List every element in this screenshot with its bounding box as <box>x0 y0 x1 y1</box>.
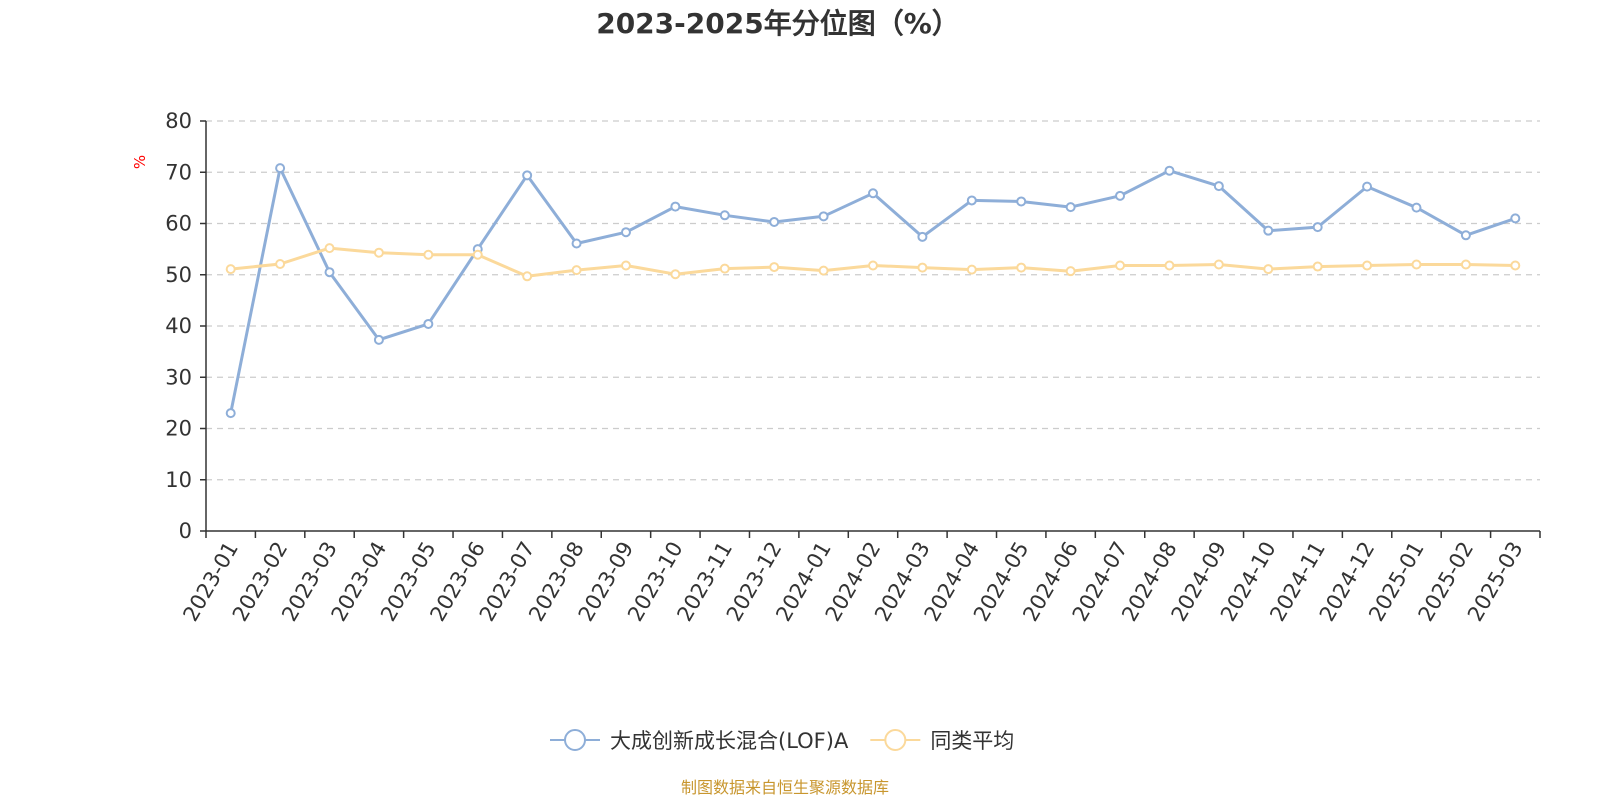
data-point[interactable] <box>225 408 236 419</box>
data-point[interactable] <box>868 260 878 271</box>
source-note: 制图数据来自恒生聚源数据库 <box>681 778 889 797</box>
data-point[interactable] <box>472 249 483 260</box>
y-tick-label: 50 <box>165 263 192 287</box>
series-0 <box>225 163 1521 419</box>
y-axis-unit: % <box>131 155 149 169</box>
data-point[interactable] <box>1213 181 1224 192</box>
data-point[interactable] <box>670 201 681 212</box>
data-point[interactable] <box>373 334 384 345</box>
legend-label: 同类平均 <box>930 729 1014 753</box>
data-point[interactable] <box>1362 260 1373 271</box>
data-point[interactable] <box>1312 222 1323 233</box>
data-point[interactable] <box>966 195 977 206</box>
y-tick-label: 80 <box>165 109 192 133</box>
grid-lines <box>206 120 1540 481</box>
legend-label: 大成创新成长混合(LOF)A <box>610 729 849 753</box>
data-point[interactable] <box>275 163 286 174</box>
chart-title: 2023-2025年分位图（%） <box>596 7 960 40</box>
y-tick-label: 70 <box>165 160 192 184</box>
y-tick-label: 10 <box>165 468 192 492</box>
data-point[interactable] <box>1263 225 1274 236</box>
data-point[interactable] <box>1164 165 1175 176</box>
y-axis: 0 10 20 30 40 50 60 70 80 <box>165 109 207 543</box>
data-point[interactable] <box>423 318 434 329</box>
data-point[interactable] <box>522 271 533 282</box>
data-point[interactable] <box>769 216 780 227</box>
data-point[interactable] <box>522 170 533 181</box>
data-point[interactable] <box>966 264 977 275</box>
y-tick-label: 20 <box>165 417 192 441</box>
data-point[interactable] <box>1411 259 1422 270</box>
data-point[interactable] <box>1213 259 1224 270</box>
data-point[interactable] <box>1115 260 1126 271</box>
data-point[interactable] <box>620 260 631 271</box>
data-point[interactable] <box>818 265 829 276</box>
data-point[interactable] <box>275 258 286 269</box>
legend[interactable]: 大成创新成长混合(LOF)A 同类平均 <box>550 729 1014 753</box>
data-point[interactable] <box>818 211 829 222</box>
data-point[interactable] <box>571 265 582 276</box>
data-point[interactable] <box>1460 259 1471 270</box>
data-point[interactable] <box>917 262 928 273</box>
data-point[interactable] <box>1065 266 1076 277</box>
legend-item[interactable]: 同类平均 <box>870 729 1014 753</box>
data-point[interactable] <box>719 210 730 221</box>
data-point[interactable] <box>423 249 434 260</box>
data-point[interactable] <box>917 231 928 242</box>
y-tick-label: 30 <box>165 365 192 389</box>
data-point[interactable] <box>1460 230 1471 241</box>
data-point[interactable] <box>1164 260 1175 271</box>
data-point[interactable] <box>1065 202 1076 213</box>
data-point[interactable] <box>1510 260 1521 271</box>
y-tick-label: 40 <box>165 314 192 338</box>
data-point[interactable] <box>324 243 335 254</box>
data-point[interactable] <box>1411 202 1422 213</box>
data-point[interactable] <box>868 188 878 199</box>
data-point[interactable] <box>373 247 384 258</box>
data-point[interactable] <box>1263 264 1274 275</box>
data-point[interactable] <box>1362 181 1373 192</box>
data-point[interactable] <box>1115 190 1126 201</box>
x-axis: 2023-012023-022023-032023-042023-052023-… <box>178 530 1541 625</box>
data-point[interactable] <box>225 264 236 275</box>
data-point[interactable] <box>670 269 681 280</box>
data-point[interactable] <box>571 238 582 249</box>
data-point[interactable] <box>719 263 730 274</box>
y-tick-label: 0 <box>179 519 192 543</box>
data-point[interactable] <box>1510 213 1521 224</box>
series-layer <box>225 163 1521 419</box>
data-point[interactable] <box>620 227 631 238</box>
data-point[interactable] <box>769 262 780 273</box>
data-point[interactable] <box>1016 262 1027 273</box>
legend-circle-icon <box>564 729 586 751</box>
legend-item[interactable]: 大成创新成长混合(LOF)A <box>550 729 849 753</box>
y-tick-label: 60 <box>165 212 192 236</box>
legend-circle-icon <box>884 729 907 751</box>
data-point[interactable] <box>1016 196 1027 207</box>
series-line <box>229 166 1516 414</box>
series-1 <box>225 243 1521 282</box>
data-point[interactable] <box>1312 261 1323 272</box>
data-point[interactable] <box>324 267 335 278</box>
